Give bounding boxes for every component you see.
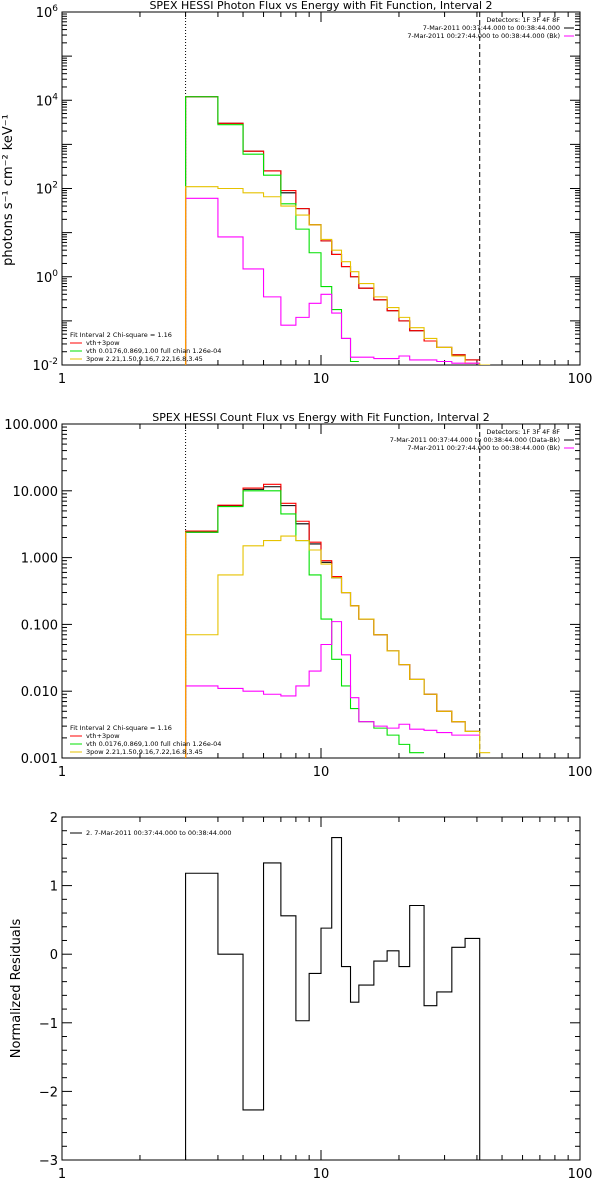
series-line-0 xyxy=(185,837,481,1160)
y-tick-label: −3 xyxy=(39,1154,58,1169)
y-tick-label-exponent: -2 xyxy=(49,357,58,367)
y-tick-label: −1 xyxy=(39,1017,58,1032)
series-group xyxy=(185,837,481,1160)
y-tick-label: 104 xyxy=(36,92,59,109)
x-tick-label: 10 xyxy=(313,765,330,780)
y-tick-label: 100 xyxy=(36,269,59,286)
y-tick-label-base: 100.000 xyxy=(4,418,58,433)
legend-left-text: vth+3pow xyxy=(86,339,120,347)
series-group xyxy=(185,96,491,365)
series-line-1 xyxy=(185,96,480,365)
y-tick-label-exponent: 4 xyxy=(52,92,58,102)
count-flux-panel: SPEX HESSI Count Flux vs Energy with Fit… xyxy=(4,411,592,780)
series-line-0 xyxy=(185,96,480,365)
y-tick-label-base: 10 xyxy=(36,183,53,198)
y-tick-label: 0.001 xyxy=(21,752,58,767)
chart-title: SPEX HESSI Photon Flux vs Energy with Fi… xyxy=(149,0,492,12)
y-tick-label-base: 10.000 xyxy=(13,485,59,500)
y-tick-label-base: 0 xyxy=(50,948,58,963)
y-tick-label-base: 10 xyxy=(36,6,53,21)
x-tick-label: 1 xyxy=(58,1167,66,1182)
plot-frame xyxy=(61,816,581,1161)
y-tick-label-base: 10 xyxy=(36,94,53,109)
y-axis-label: photons s⁻¹ cm⁻² keV⁻¹ xyxy=(1,114,16,266)
x-tick-label: 1 xyxy=(58,372,66,387)
x-tick-label: 100 xyxy=(568,1167,593,1182)
y-tick-label-base: 2 xyxy=(50,811,58,826)
legend-right-text: 7-Mar-2011 00:37:44.000 to 00:38:44.000 xyxy=(423,24,560,32)
y-tick-label: 102 xyxy=(36,181,58,198)
legend-left-text: 3pow 2.21,1.50,9.16,7.22,16.8,3.45 xyxy=(86,748,203,756)
legend-right-text: 7-Mar-2011 00:27:44.000 to 00:38:44.000 … xyxy=(407,32,560,40)
y-tick-label-exponent: 2 xyxy=(52,181,58,191)
y-tick-label-exponent: 0 xyxy=(52,269,58,279)
y-tick-label: 106 xyxy=(36,4,59,21)
y-tick-label-base: 0.001 xyxy=(21,752,58,767)
legend-right-text: Detectors: 1F 3F 4F 8F xyxy=(486,428,560,436)
legend-left-text: 2. 7-Mar-2011 00:37:44.000 to 00:38:44.0… xyxy=(86,829,232,837)
series-line-3 xyxy=(185,535,491,758)
y-tick-label: 0 xyxy=(50,948,58,963)
y-tick-label-base: −1 xyxy=(39,1017,58,1032)
x-tick-label: 100 xyxy=(568,372,593,387)
y-tick-label-base: 10 xyxy=(36,271,53,286)
series-line-2 xyxy=(185,96,359,365)
y-tick-label-base: 10 xyxy=(32,359,49,374)
y-tick-label-base: 0.010 xyxy=(21,685,58,700)
x-tick-label: 1 xyxy=(58,765,66,780)
y-tick-label: 100.000 xyxy=(4,418,58,433)
y-axis-label: Normalized Residuals xyxy=(9,919,24,1059)
x-tick-label: 100 xyxy=(568,765,593,780)
y-tick-label: 2 xyxy=(50,811,58,826)
legend-left-text: vth 0.0176,0.869,1.00 full chian 1.26e-0… xyxy=(86,347,221,355)
plot-frame xyxy=(61,11,581,366)
legend-left-text: 3pow 2.21,1.50,9.16,7.22,16.8,3.45 xyxy=(86,355,203,363)
y-tick-label: 1.000 xyxy=(21,552,58,567)
y-tick-label: 1 xyxy=(50,880,58,895)
series-line-2 xyxy=(185,490,425,758)
photon-flux-panel: SPEX HESSI Photon Flux vs Energy with Fi… xyxy=(1,0,592,387)
legend-right-text: 7-Mar-2011 00:27:44.000 to 00:38:44.000 … xyxy=(407,444,560,452)
x-tick-label: 10 xyxy=(313,1167,330,1182)
legend-right-text: 7-Mar-2011 00:37:44.000 to 00:38:44.000 … xyxy=(390,436,560,444)
chart-title: SPEX HESSI Count Flux vs Energy with Fit… xyxy=(152,411,489,424)
y-tick-label: −2 xyxy=(39,1085,58,1100)
y-tick-label-base: 1.000 xyxy=(21,552,58,567)
series-line-4 xyxy=(185,621,480,758)
y-tick-label: 0.100 xyxy=(21,618,58,633)
series-line-0 xyxy=(185,486,480,758)
legend-left-text: vth+3pow xyxy=(86,732,120,740)
legend-left-text: vth 0.0176,0.869,1.00 full chian 1.26e-0… xyxy=(86,740,221,748)
legend-right-text: Detectors: 1F 3F 4F 8F xyxy=(486,16,560,24)
y-tick-label-base: −3 xyxy=(39,1154,58,1169)
y-tick-label-exponent: 6 xyxy=(52,4,58,14)
y-tick-label: 10.000 xyxy=(13,485,59,500)
y-tick-label-base: 0.100 xyxy=(21,618,58,633)
series-group xyxy=(185,483,491,758)
y-tick-label: 10-2 xyxy=(32,357,58,374)
y-tick-label: 0.010 xyxy=(21,685,58,700)
series-line-4 xyxy=(185,197,480,365)
series-line-3 xyxy=(185,186,491,365)
residuals-panel: 1 10 100 −3 −2 −1 0 1 2 Normalized Residuals 2. 7-… xyxy=(9,811,592,1182)
y-tick-label-base: −2 xyxy=(39,1085,58,1100)
legend-left-header: Fit Interval 2 Chi-square = 1.16 xyxy=(70,331,172,339)
legend-left-header: Fit Interval 2 Chi-square = 1.16 xyxy=(70,724,172,732)
y-tick-label-base: 1 xyxy=(50,880,58,895)
x-tick-label: 10 xyxy=(313,372,330,387)
